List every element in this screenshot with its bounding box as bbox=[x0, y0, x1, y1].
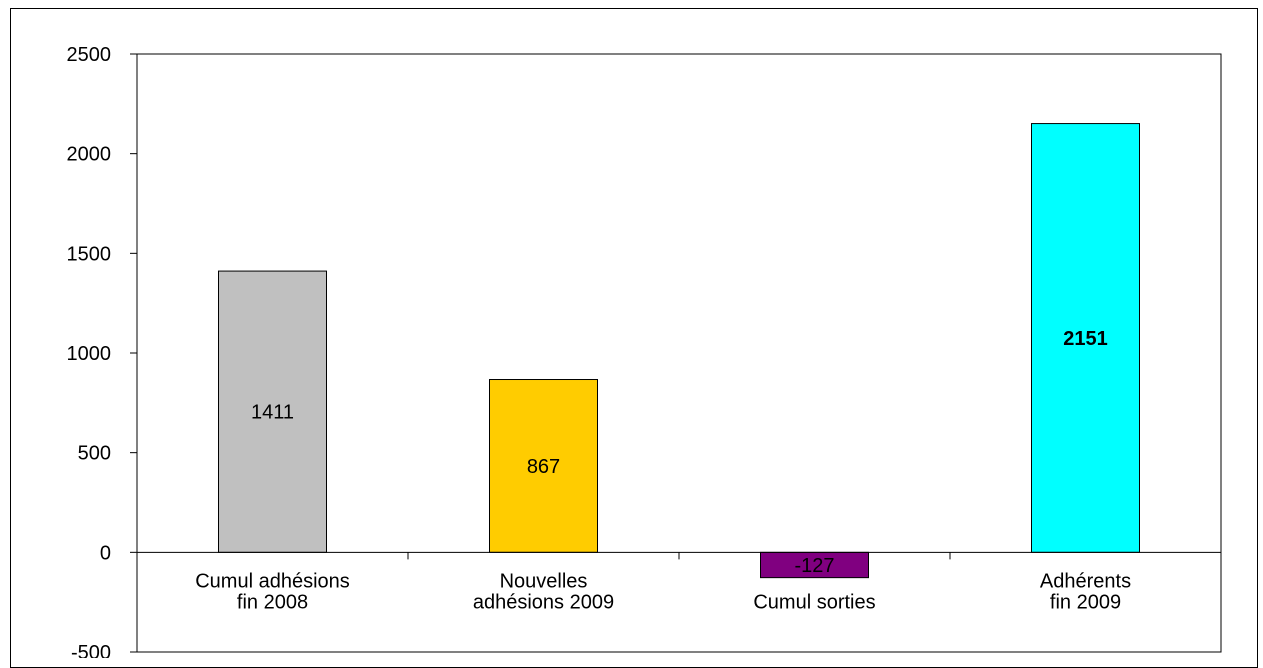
y-tick-label: 2000 bbox=[67, 144, 112, 166]
y-tick-label: -500 bbox=[71, 642, 111, 658]
category-label: Adhérents bbox=[1040, 570, 1131, 592]
y-tick-label: 500 bbox=[78, 443, 111, 465]
y-tick-label: 2500 bbox=[67, 44, 112, 66]
bar bbox=[218, 270, 327, 553]
data-label: -127 bbox=[794, 555, 834, 577]
bar bbox=[489, 379, 598, 553]
category-label: adhésions 2009 bbox=[473, 591, 614, 613]
y-axis: -500 0 500 1000 1500 2000 2500 bbox=[67, 44, 137, 658]
category-label: Nouvelles bbox=[500, 570, 588, 592]
data-label: 1411 bbox=[251, 402, 294, 424]
bar bbox=[1031, 123, 1140, 553]
category-label: fin 2008 bbox=[237, 591, 308, 613]
x-axis-ticks bbox=[136, 552, 1222, 560]
category-label: Cumul adhésions bbox=[195, 570, 350, 592]
data-label: 867 bbox=[527, 456, 560, 478]
data-label: 2151 bbox=[1063, 328, 1108, 350]
bars bbox=[218, 123, 1140, 579]
data-labels: 1411 867 -127 2151 bbox=[251, 328, 1108, 577]
bar bbox=[760, 551, 869, 579]
y-tick-label: 1500 bbox=[67, 243, 112, 265]
y-tick-label: 0 bbox=[100, 542, 111, 564]
y-tick-label: 1000 bbox=[67, 343, 112, 365]
category-label: Cumul sorties bbox=[753, 591, 875, 613]
category-label: fin 2009 bbox=[1050, 591, 1121, 613]
